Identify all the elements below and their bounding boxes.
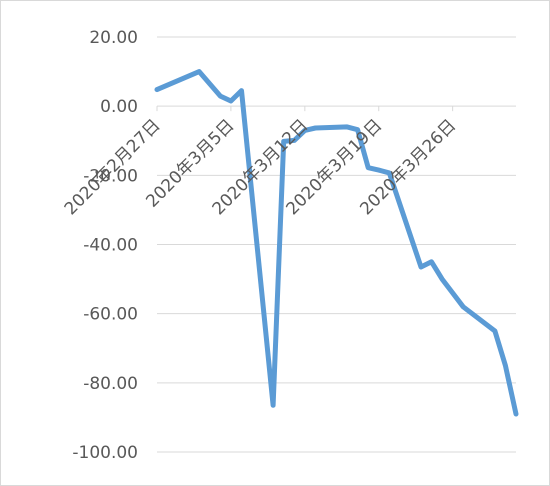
- y-tick-label: -60.00: [83, 305, 138, 325]
- y-tick-label: -80.00: [83, 374, 138, 394]
- series-line: [154, 69, 519, 417]
- y-tick-label: -100.00: [72, 443, 138, 463]
- y-tick-label: -20.00: [83, 166, 138, 186]
- y-tick-label: 0.00: [100, 97, 138, 117]
- y-tick-label: -40.00: [83, 236, 138, 256]
- y-tick-label: 20.00: [89, 28, 138, 48]
